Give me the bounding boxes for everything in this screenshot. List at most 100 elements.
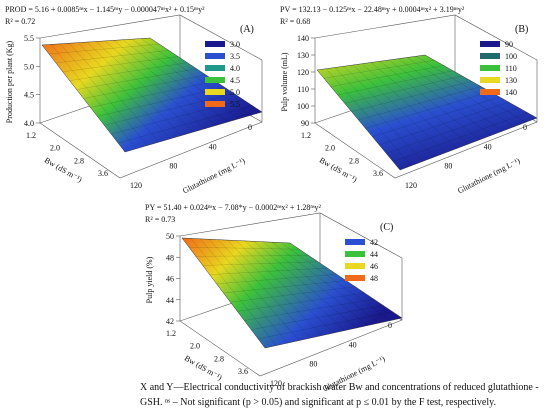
legend-swatch <box>205 53 225 59</box>
legend-label: 3.0 <box>230 40 240 49</box>
mesh-line <box>397 58 503 132</box>
z-tick-label: 4.0 <box>24 119 34 128</box>
mesh-line <box>59 43 148 146</box>
mesh-line <box>209 267 328 275</box>
mesh-line <box>343 66 435 158</box>
mesh-line <box>325 68 412 166</box>
legend-swatch <box>205 65 225 71</box>
r-squared: R² = 0.72 <box>5 17 35 26</box>
z-axis-label: Pulp volume (mL) <box>280 52 289 111</box>
legend-swatch <box>345 251 365 257</box>
mesh-line <box>95 41 194 133</box>
mesh-line <box>352 64 446 153</box>
r-squared: R² = 0.73 <box>145 215 175 224</box>
legend-label: 4.5 <box>230 76 240 85</box>
mesh-line <box>190 238 277 346</box>
bw-tick-label: 1.2 <box>26 131 36 140</box>
legend-label: 110 <box>505 64 517 73</box>
mesh-line <box>379 102 510 146</box>
mesh-line <box>62 56 179 72</box>
mesh-line <box>104 40 206 129</box>
mesh-line <box>415 56 526 123</box>
legend-label: 42 <box>370 238 378 247</box>
legend-label: 5.0 <box>230 88 240 97</box>
legend-label: 140 <box>505 88 517 97</box>
bw-tick-label: 3.6 <box>98 169 108 178</box>
mesh-line <box>361 63 458 149</box>
mesh-line <box>140 38 251 116</box>
mesh-line <box>230 286 356 303</box>
z-tick-label: 50 <box>166 232 174 241</box>
bw-tick-label: 2.0 <box>190 342 200 351</box>
mesh-line <box>202 261 319 266</box>
bw-tick-label: 2.8 <box>214 354 224 363</box>
gsh-tick-label: 120 <box>270 379 282 388</box>
gsh-tick-label: 80 <box>309 360 317 369</box>
gsh-tick-label: 40 <box>209 142 217 151</box>
mesh-line <box>97 87 225 117</box>
mesh-line <box>365 91 491 129</box>
bw-tick-label: 3.6 <box>373 169 383 178</box>
legend-label: 90 <box>505 40 513 49</box>
bw-tick-label: 1.2 <box>166 329 176 338</box>
legend-label: 46 <box>370 262 378 271</box>
gsh-axis-label: Glutathione (mg L⁻¹) <box>456 156 522 195</box>
legend-swatch <box>205 41 225 47</box>
surface <box>316 54 538 171</box>
mesh-line <box>83 74 207 99</box>
mesh-line <box>55 50 169 64</box>
mesh-line <box>372 96 500 137</box>
z-tick-label: 46 <box>166 275 174 284</box>
bw-tick-label: 2.0 <box>50 144 60 153</box>
gsh-tick-label: 0 <box>248 123 252 132</box>
mesh-line <box>86 41 183 136</box>
mesh-line <box>69 62 188 81</box>
mesh-line <box>323 60 435 79</box>
legend-swatch <box>205 77 225 83</box>
gsh-tick-label: 40 <box>484 142 492 151</box>
mesh-line <box>188 246 300 250</box>
gsh-tick-label: 120 <box>130 181 142 190</box>
mesh-line <box>379 61 481 140</box>
mesh-line <box>104 93 235 126</box>
equation: PV = 132.13 − 0.125ⁿˢx − 22.48ⁿˢy + 0.00… <box>280 5 465 14</box>
legend-swatch <box>345 275 365 281</box>
legend-swatch <box>480 89 500 95</box>
z-tick-label: 100 <box>297 102 309 111</box>
bw-tick-label: 2.0 <box>325 144 335 153</box>
mesh-line <box>244 240 346 331</box>
surface <box>181 237 403 349</box>
mesh-line <box>337 70 454 96</box>
mesh-line <box>262 241 368 326</box>
mesh-line <box>217 239 311 339</box>
mesh-line <box>351 81 472 112</box>
legend-label: 130 <box>505 76 517 85</box>
mesh-line <box>195 255 309 257</box>
equation: PY = 51.40 + 0.024ⁿˢx − 7.08*y − 0.0002ⁿ… <box>145 203 322 212</box>
mesh-line <box>251 305 384 330</box>
gsh-tick-label: 40 <box>349 340 357 349</box>
mesh-line <box>393 112 528 162</box>
gsh-tick-label: 80 <box>444 162 452 171</box>
mesh-line <box>271 242 380 324</box>
legend-label: 48 <box>370 274 378 283</box>
mesh-line <box>386 107 519 154</box>
bw-tick-label: 2.8 <box>349 156 359 165</box>
legend-label: 3.5 <box>230 52 240 61</box>
legend-swatch <box>480 41 500 47</box>
bw-tick-label: 2.8 <box>74 156 84 165</box>
bw-tick-label: 1.2 <box>301 131 311 140</box>
z-axis-label: Production per plant (Kg) <box>5 40 14 123</box>
z-tick-label: 42 <box>166 317 174 326</box>
mesh-line <box>406 57 515 127</box>
surface <box>41 37 263 153</box>
mesh-line <box>68 43 160 143</box>
mesh-line <box>235 240 334 334</box>
panel-label: (C) <box>380 222 393 233</box>
gsh-tick-label: 0 <box>523 123 527 132</box>
legend-swatch <box>480 65 500 71</box>
z-tick-label: 4.5 <box>24 91 34 100</box>
r-squared: R² = 0.68 <box>280 17 310 26</box>
panel: PV = 132.13 − 0.125ⁿˢx − 22.48ⁿˢy + 0.00… <box>280 5 538 195</box>
